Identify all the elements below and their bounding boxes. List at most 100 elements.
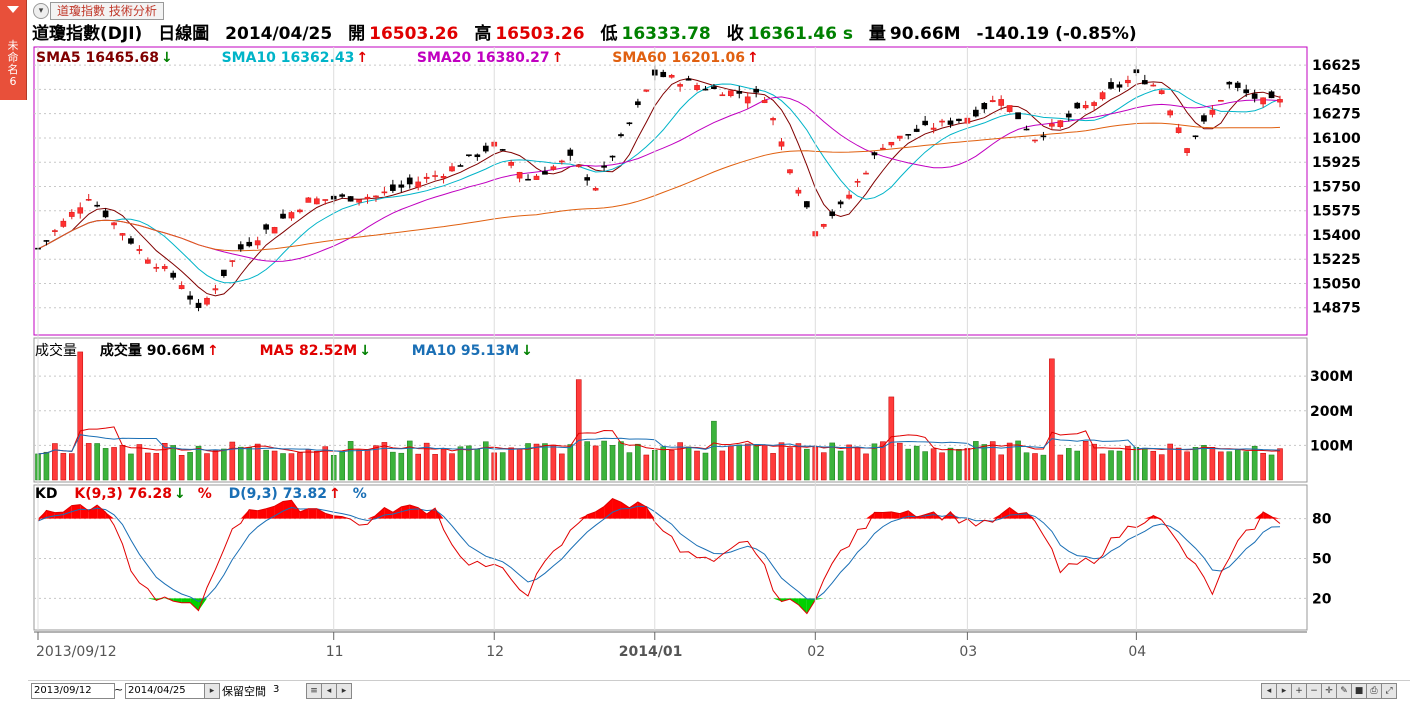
volume-bar — [237, 446, 244, 481]
color-icon[interactable]: ■ — [1351, 683, 1367, 699]
overbought-fill — [105, 512, 115, 519]
volume-bar — [102, 448, 109, 481]
fit-icon[interactable]: ⤢ — [1381, 683, 1397, 699]
nav-right-icon[interactable]: ▸ — [1276, 683, 1292, 699]
down-arrow-icon: ↓ — [521, 343, 533, 359]
volume-bar — [744, 443, 751, 481]
range-tilde: ~ — [114, 683, 124, 696]
candle-body — [635, 101, 641, 106]
candle-body — [1108, 82, 1114, 89]
end-date-field[interactable]: 2014/04/25 — [125, 683, 209, 699]
volume-bar — [1243, 451, 1249, 481]
collapse-arrow-icon[interactable] — [7, 6, 19, 13]
chart-tab[interactable]: 道瓊指數 技術分析 — [50, 2, 164, 20]
x-tick-label: 12 — [486, 644, 504, 660]
nav-left-icon[interactable]: ◂ — [1261, 683, 1277, 699]
volume-bar — [373, 445, 379, 481]
volume-bar — [398, 452, 405, 481]
candle-body — [1150, 84, 1157, 87]
price-panel-frame — [33, 46, 1308, 336]
bottom-bar: 2013/09/12 ~ 2014/04/25 ▸ 保留空間 3 ≡ ◂ ▸ ◂… — [28, 680, 1410, 704]
volume-bar — [829, 442, 835, 481]
close-value: 16361.46 s — [747, 24, 853, 44]
price-tick-label: 15050 — [1312, 276, 1361, 292]
volume-ma10: MA10 95.13M ↓ — [411, 343, 533, 359]
candle-body — [989, 100, 996, 103]
volume-bar — [229, 441, 236, 481]
print-icon[interactable]: ⎙ — [1366, 683, 1382, 699]
sma60-label: SMA60 16201.06 ↑ — [612, 50, 759, 66]
candle-body — [736, 91, 743, 94]
sidebar-tab[interactable]: 未命名6 — [0, 0, 27, 100]
candle-body — [863, 172, 869, 175]
candle-body — [559, 160, 565, 163]
up-arrow-icon: ↑ — [329, 486, 341, 502]
candle-body — [356, 199, 362, 203]
overbought-fill — [291, 500, 300, 519]
settings-icon[interactable]: ≡ — [306, 683, 322, 699]
candle-body — [787, 169, 793, 174]
oversold-fill — [147, 598, 157, 601]
candle-body — [187, 295, 193, 300]
zoom-out-icon[interactable]: − — [1306, 683, 1322, 699]
d-line — [37, 505, 1281, 602]
volume-bar — [1260, 452, 1266, 481]
overbought-fill — [240, 509, 250, 519]
volume-bar — [128, 453, 134, 481]
oversold-fill — [181, 598, 191, 603]
volume-bar — [508, 447, 514, 481]
up-arrow-icon: ↑ — [746, 50, 759, 66]
candle-body — [837, 201, 844, 205]
candle-body — [1192, 135, 1199, 138]
candle-body — [297, 209, 303, 213]
kd-legend: KD K(9,3) 76.28 ↓% D(9,3) 73.82 ↑% — [35, 486, 379, 502]
oversold-fill — [815, 598, 824, 601]
volume-bar — [516, 448, 523, 481]
down-arrow-icon: ↓ — [173, 486, 186, 502]
volume-bar — [761, 444, 768, 481]
volume-title: 成交量 — [35, 343, 77, 359]
volume-bar — [119, 445, 126, 481]
overbought-fill — [266, 506, 275, 519]
high-label: 高 — [474, 24, 492, 44]
volume-bar — [728, 445, 734, 481]
sma60-line — [37, 122, 1281, 252]
candle-body — [922, 120, 928, 126]
volume-bar — [1040, 454, 1047, 481]
candle-body — [888, 141, 895, 146]
zoom-in-icon[interactable]: + — [1291, 683, 1307, 699]
volume-bar — [837, 450, 844, 481]
volume-bar — [280, 453, 286, 481]
up-arrow-icon: ↑ — [356, 50, 369, 66]
x-tick-label: 2013/09/12 — [36, 644, 117, 660]
go-icon[interactable]: ▸ — [204, 683, 220, 699]
dropdown-icon[interactable]: ▾ — [33, 3, 49, 19]
overbought-fill — [409, 504, 419, 519]
volume-bar — [897, 442, 903, 481]
candle-body — [1268, 91, 1275, 99]
volume-bar — [635, 443, 641, 481]
draw-icon[interactable]: ✎ — [1336, 683, 1352, 699]
low-label: 低 — [600, 24, 618, 44]
candle-body — [1082, 105, 1089, 109]
volume-bar — [913, 445, 920, 481]
volume-bar — [1074, 450, 1081, 481]
sma20-line — [37, 96, 1281, 262]
volume-bar — [406, 440, 413, 481]
candles — [35, 65, 1283, 312]
sma20-label: SMA20 16380.27 ↑ — [416, 50, 564, 66]
start-date-field[interactable]: 2013/09/12 — [31, 683, 115, 699]
reserve-space-field[interactable]: 3 — [271, 683, 307, 697]
overbought-fill — [874, 512, 883, 519]
volume-bar — [1116, 450, 1123, 481]
scroll-right-icon[interactable]: ▸ — [336, 683, 352, 699]
crosshair-icon[interactable]: ✛ — [1321, 683, 1337, 699]
volume-bar — [136, 444, 143, 481]
k-line — [37, 498, 1281, 615]
candle-body — [77, 207, 84, 214]
oversold-fill — [190, 598, 199, 611]
scroll-left-icon[interactable]: ◂ — [321, 683, 337, 699]
volume-bar — [592, 445, 599, 481]
overbought-fill — [80, 504, 89, 519]
